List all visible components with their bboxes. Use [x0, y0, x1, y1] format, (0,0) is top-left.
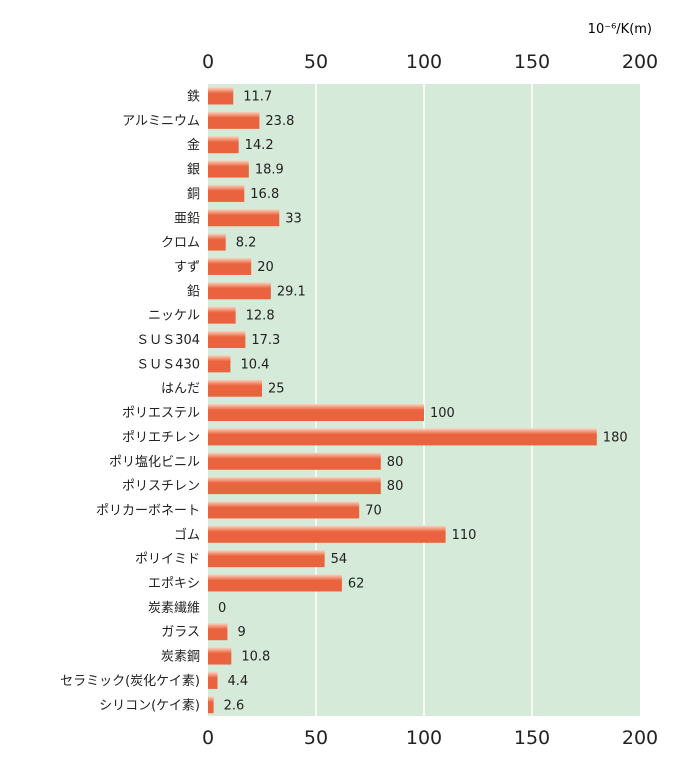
category-label: 金 [187, 137, 200, 153]
category-label: 炭素繊維 [148, 600, 200, 616]
top-tick-label: 0 [202, 51, 214, 73]
category-label: エポキシ [148, 577, 200, 592]
value-label: 10.4 [240, 357, 269, 372]
bar [208, 379, 262, 397]
category-label: ポリスチレン [122, 479, 200, 494]
value-label: 4.4 [228, 674, 249, 689]
category-label: クロム [161, 236, 200, 251]
bar [208, 671, 218, 689]
bottom-tick-label: 200 [622, 727, 658, 749]
bar [208, 574, 342, 592]
bottom-tick-label: 150 [514, 727, 550, 749]
bar [208, 184, 245, 202]
category-label: シリコン(ケイ素) [99, 698, 200, 713]
value-label: 14.2 [245, 138, 274, 153]
value-label: 20 [257, 260, 274, 275]
top-tick-label: 50 [304, 51, 328, 73]
value-label: 2.6 [224, 698, 245, 713]
category-label: 鉛 [187, 284, 200, 299]
bar [208, 501, 360, 519]
category-label: ＳＵＳ304 [136, 333, 200, 348]
bar [208, 306, 236, 324]
value-label: 17.3 [251, 333, 280, 348]
value-label: 80 [387, 479, 404, 494]
value-label: 8.2 [236, 236, 257, 251]
value-label: 29.1 [277, 284, 306, 299]
value-label: 100 [430, 406, 455, 421]
category-label: すず [174, 260, 200, 275]
bar [208, 282, 271, 300]
bar [208, 355, 231, 373]
bar [208, 160, 249, 178]
category-label: ニッケル [148, 309, 200, 324]
category-label: ポリエステル [122, 406, 200, 421]
bar [208, 525, 446, 543]
category-label: アルミニウム [122, 114, 200, 129]
bar [208, 696, 214, 714]
bottom-tick-label: 0 [202, 727, 214, 749]
value-label: 9 [237, 625, 245, 640]
bar [208, 233, 226, 251]
bar [208, 257, 252, 275]
value-label: 54 [331, 552, 348, 567]
bar [208, 647, 232, 665]
bottom-axis-ticks: 0 50 100 150 200 [202, 727, 658, 749]
category-label: ポリ塩化ビニル [109, 455, 200, 470]
value-label: 62 [348, 577, 365, 592]
category-label: ポリカーボネート [96, 503, 200, 518]
bar [208, 331, 246, 348]
top-tick-label: 200 [622, 51, 658, 73]
category-label: はんだ [161, 382, 200, 397]
value-label: 10.8 [241, 650, 270, 665]
bar [208, 136, 239, 154]
value-label: 110 [452, 528, 477, 543]
bar [208, 623, 228, 641]
bottom-tick-label: 100 [406, 727, 442, 749]
value-label: 12.8 [246, 309, 275, 324]
value-label: 33 [285, 211, 302, 226]
bar [208, 550, 325, 568]
category-label: ポリエチレン [122, 430, 200, 445]
bar [208, 209, 280, 227]
bar [208, 477, 381, 495]
bar [208, 111, 260, 129]
top-tick-label: 100 [406, 51, 442, 73]
value-label: 16.8 [250, 187, 279, 202]
category-label: ガラス [161, 625, 200, 640]
value-label: 80 [387, 455, 404, 470]
category-label: 炭素鋼 [161, 650, 200, 665]
value-label: 25 [268, 382, 285, 397]
value-label: 23.8 [265, 114, 294, 129]
value-label: 18.9 [255, 163, 284, 178]
bar [208, 428, 597, 446]
category-label: 銀 [187, 163, 200, 178]
bar [208, 404, 424, 422]
value-label: 11.7 [243, 90, 272, 105]
bar [208, 87, 234, 105]
category-label: ゴム [174, 527, 200, 543]
category-label: 亜鉛 [174, 211, 200, 226]
value-label: 70 [365, 503, 382, 518]
unit-label: 10⁻⁶/K(m) [588, 22, 652, 37]
grid-lines [315, 84, 533, 716]
category-label: セラミック(炭化ケイ素) [60, 674, 200, 689]
bottom-tick-label: 50 [304, 727, 328, 749]
category-label: ポリイミド [135, 552, 200, 567]
bars [208, 87, 597, 714]
category-label: 銅 [187, 187, 200, 202]
bar [208, 452, 381, 470]
value-label: 180 [603, 430, 628, 445]
top-tick-label: 150 [514, 51, 550, 73]
value-label: 0 [218, 601, 226, 616]
category-label: ＳＵＳ430 [136, 357, 200, 372]
category-label: 鉄 [187, 90, 200, 105]
top-axis-ticks: 0 50 100 150 200 [202, 51, 658, 73]
